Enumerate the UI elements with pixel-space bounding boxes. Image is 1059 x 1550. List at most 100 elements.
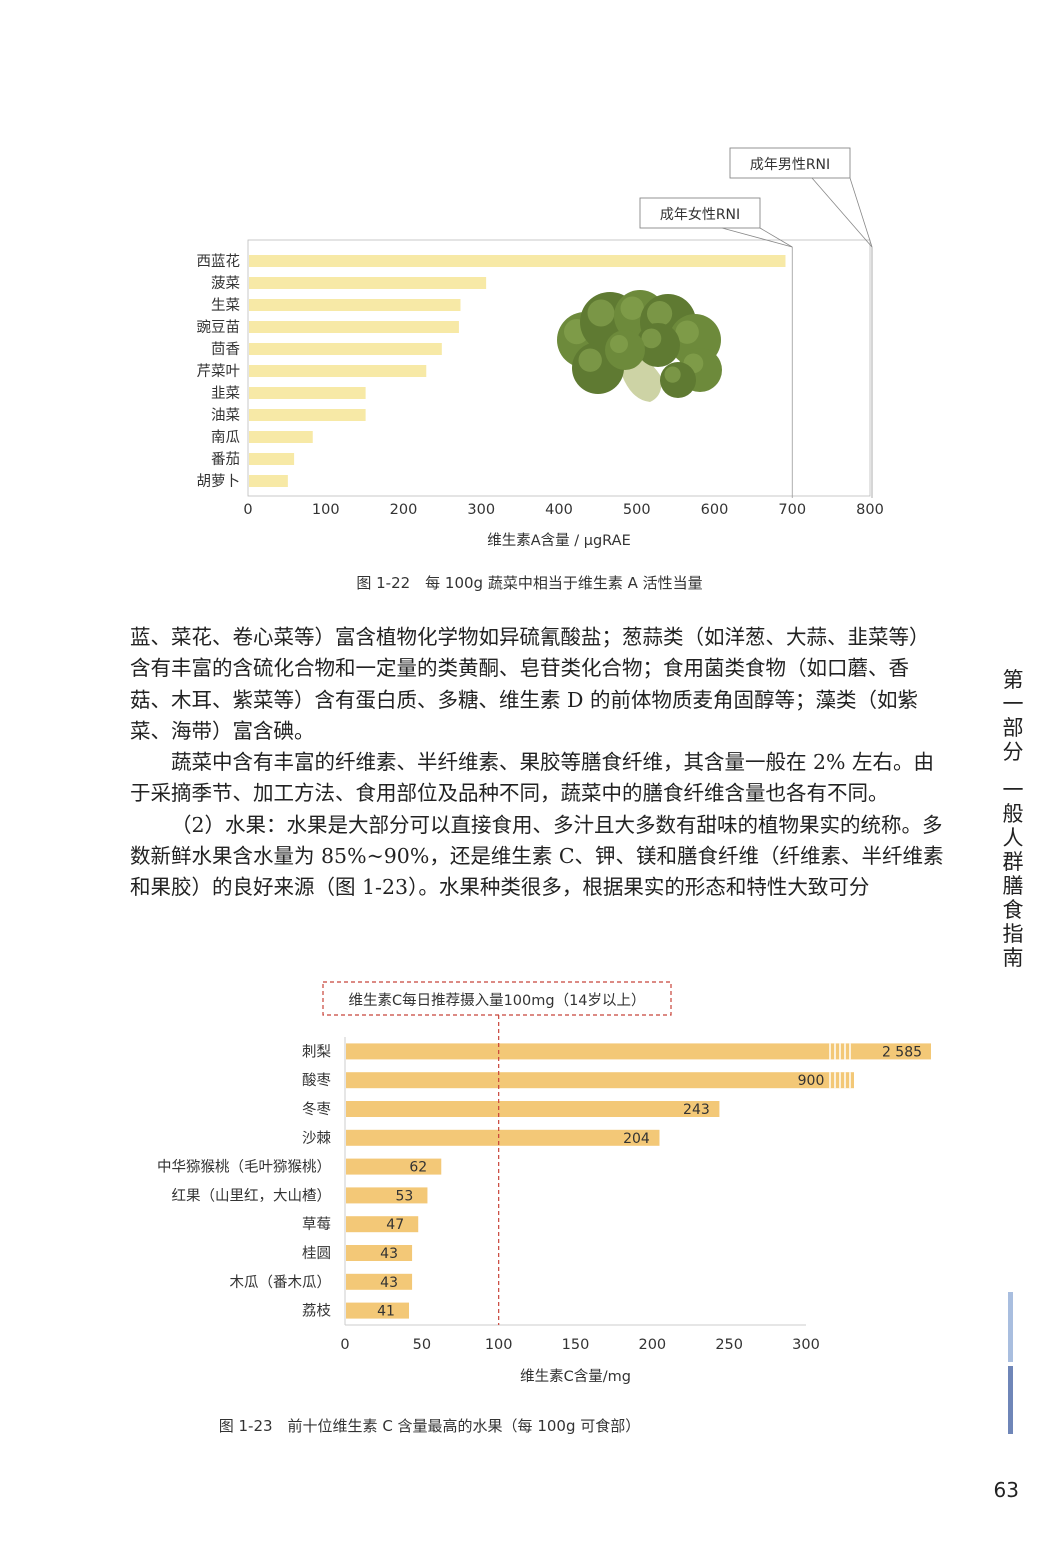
body-text: 蓝、菜花、卷心菜等）富含植物化学物如异硫氰酸盐；葱蒜类（如洋葱、大蒜、韭菜等）含… (130, 622, 945, 904)
value-label: 43 (380, 1246, 398, 1262)
x-tick-label: 50 (413, 1337, 431, 1353)
reference-leader (721, 227, 793, 248)
x-tick-label: 500 (623, 502, 651, 518)
value-label: 900 (798, 1073, 825, 1089)
category-label: 荔枝 (302, 1303, 331, 1320)
x-tick-label: 150 (562, 1337, 590, 1353)
x-tick-label: 200 (390, 502, 418, 518)
bar-7 (346, 1245, 413, 1261)
x-tick-label: 800 (856, 502, 884, 518)
broccoli-floret-highlight (610, 335, 628, 353)
x-axis-label: 维生素C含量/mg (520, 1368, 631, 1385)
category-label: 菠菜 (211, 275, 240, 292)
value-label: 53 (396, 1188, 414, 1204)
bar-9 (346, 1302, 410, 1319)
paragraph-3: （2）水果：水果是大部分可以直接食用、多汁且大多数有甜味的植物果实的统称。多数新… (130, 812, 944, 900)
reference-label-box (322, 981, 672, 1016)
bar-西蓝花 (249, 255, 786, 267)
reference-leader (759, 227, 793, 248)
category-label: 油菜 (211, 407, 240, 424)
section-sidebar: 第一部分 一般人群膳食指南 (993, 668, 1033, 970)
bar-茴香 (249, 343, 442, 355)
value-label: 62 (409, 1160, 427, 1176)
category-label: 豌豆苗 (197, 319, 241, 336)
bar-南瓜 (249, 431, 313, 443)
category-label: 桂圆 (302, 1245, 331, 1262)
bar-2 (346, 1101, 720, 1117)
bar-6 (346, 1216, 419, 1233)
bar-3 (346, 1129, 660, 1146)
category-label: 木瓜（番木瓜） (230, 1274, 332, 1291)
category-label: 韭菜 (211, 385, 240, 402)
x-tick-label: 0 (243, 502, 252, 518)
x-tick-label: 100 (485, 1337, 513, 1353)
category-label: 刺梨 (302, 1043, 331, 1060)
bar-0 (346, 1043, 931, 1060)
category-label: 茴香 (211, 341, 240, 358)
category-label: 芹菜叶 (197, 363, 241, 380)
sidebar-title: 一般人群膳食指南 (1002, 778, 1024, 970)
category-label: 沙棘 (302, 1130, 331, 1147)
broccoli-floret-highlight (587, 299, 615, 327)
bar-菠菜 (249, 277, 487, 289)
bar-胡萝卜 (249, 475, 288, 487)
category-label: 草莓 (302, 1216, 331, 1233)
reference-label-box (729, 147, 851, 179)
x-tick-label: 700 (778, 502, 806, 518)
bar-1 (346, 1072, 854, 1089)
reference-label-box (639, 197, 761, 229)
broccoli-floret-highlight (620, 296, 644, 320)
category-label: 生菜 (211, 297, 240, 314)
x-tick-label: 300 (467, 502, 495, 518)
figure-caption-1-23: 图 1-23 前十位维生素 C 含量最高的水果（每 100g 可食部） (218, 1417, 641, 1435)
broccoli-floret-highlight (664, 366, 681, 383)
broccoli-floret-highlight (647, 301, 673, 327)
category-label: 红果（山里红，大山楂） (172, 1187, 332, 1204)
x-tick-label: 100 (312, 502, 340, 518)
reference-leader (849, 177, 873, 248)
page-number: 63 (993, 1478, 1019, 1502)
value-label: 204 (623, 1131, 650, 1147)
bar-芹菜叶 (249, 365, 427, 377)
bar-5 (346, 1187, 428, 1204)
thumb-tab-dark (1008, 1366, 1013, 1434)
bar-韭菜 (249, 387, 366, 399)
category-label: 中华猕猴桃（毛叶猕猴桃） (157, 1159, 331, 1176)
category-label: 西蓝花 (197, 253, 241, 270)
x-tick-label: 300 (792, 1337, 820, 1353)
category-label: 番茄 (211, 451, 240, 468)
reference-label: 成年男性RNI (750, 157, 830, 173)
figure-caption-1-22: 图 1-22 每 100g 蔬菜中相当于维生素 A 活性当量 (356, 574, 703, 592)
broccoli-floret-highlight (578, 348, 602, 372)
plot-frame (247, 239, 871, 497)
sidebar-part: 第一部分 (1002, 668, 1024, 764)
reference-label: 成年女性RNI (660, 206, 740, 223)
vitamin-c-chart: 2 585 刺梨 900 酸枣 243 冬枣 204 沙棘 62 中华猕猴桃（毛叶猕猴桃） 53 红果… (157, 981, 931, 1385)
value-label: 2 585 (882, 1044, 922, 1060)
category-label: 冬枣 (302, 1101, 331, 1118)
bar-番茄 (249, 453, 295, 465)
bar-油菜 (249, 409, 366, 421)
category-label: 南瓜 (211, 429, 240, 446)
x-axis-label: 维生素A含量 / μgRAE (487, 532, 631, 549)
paragraph-1: 蓝、菜花、卷心菜等）富含植物化学物如异硫氰酸盐；葱蒜类（如洋葱、大蒜、韭菜等）含… (130, 625, 930, 743)
broccoli-floret-highlight (641, 328, 662, 349)
bar-豌豆苗 (249, 321, 459, 333)
reference-leader (811, 177, 873, 248)
value-label: 43 (380, 1275, 398, 1291)
value-label: 47 (386, 1217, 404, 1233)
x-tick-label: 600 (701, 502, 729, 518)
thumb-tab-light (1008, 1292, 1013, 1362)
reference-label: 维生素C每日推荐摄入量100mg（14岁以上） (348, 992, 645, 1009)
x-tick-label: 0 (340, 1337, 349, 1353)
bar-4 (346, 1158, 442, 1175)
value-label: 41 (377, 1304, 395, 1320)
bar-生菜 (249, 299, 461, 311)
broccoli-image (557, 290, 722, 402)
x-tick-label: 400 (545, 502, 573, 518)
broccoli-floret-highlight (675, 320, 699, 344)
broccoli-stem (620, 358, 662, 402)
category-label: 胡萝卜 (197, 473, 241, 490)
paragraph-2: 蔬菜中含有丰富的纤维素、半纤维素、果胶等膳食纤维，其含量一般在 2% 左右。由于… (130, 750, 935, 806)
